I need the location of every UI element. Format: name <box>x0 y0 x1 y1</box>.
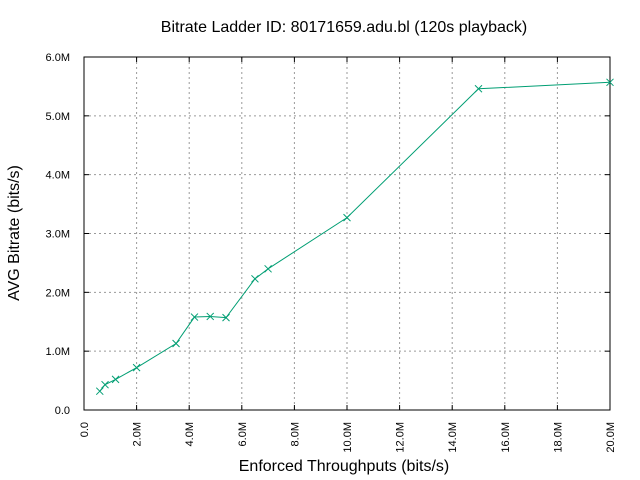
data-point-marker <box>343 213 351 222</box>
data-point-marker <box>222 313 230 322</box>
x-tick-label: 10.0M <box>342 422 354 453</box>
data-point-marker <box>251 274 259 283</box>
y-tick-label: 2.0M <box>46 287 70 299</box>
x-tick-label: 6.0M <box>237 422 249 446</box>
y-tick-label: 4.0M <box>46 170 70 182</box>
data-point-marker <box>190 313 199 321</box>
x-tick-label: 8.0M <box>289 422 301 446</box>
y-tick-label: 1.0M <box>46 346 70 358</box>
x-tick-label: 2.0M <box>132 422 144 446</box>
y-tick-label: 0.0 <box>55 405 70 417</box>
data-point-marker <box>606 78 614 87</box>
data-point-marker <box>172 339 180 348</box>
y-tick-label: 3.0M <box>46 229 70 241</box>
chart-title: Bitrate Ladder ID: 80171659.adu.bl (120s… <box>161 19 527 36</box>
y-axis-title: AVG Bitrate (bits/s) <box>6 165 23 301</box>
series-line <box>99 81 611 392</box>
y-tick-label: 5.0M <box>46 111 70 123</box>
axis-ticks: 0.0 1.0M 2.0M 3.0M 4.0M 5.0M 6.0M 0.0 2.0M 4.0M 6.… <box>46 52 617 453</box>
x-tick-label: 12.0M <box>395 422 407 453</box>
x-tick-label: 14.0M <box>447 422 459 453</box>
x-tick-label: 4.0M <box>184 422 196 446</box>
data-point-marker <box>101 380 109 389</box>
data-point-marker <box>132 363 141 372</box>
x-tick-label: 16.0M <box>500 422 512 453</box>
x-axis-title: Enforced Throughputs (bits/s) <box>239 458 449 475</box>
y-tick-label: 6.0M <box>46 52 70 64</box>
x-tick-label: 20.0M <box>605 422 617 453</box>
data-point-marker <box>474 84 483 93</box>
data-point-marker <box>206 312 215 321</box>
grid-lines <box>84 57 610 410</box>
series-layer <box>95 78 614 396</box>
x-tick-label: 0.0 <box>79 422 91 437</box>
data-point-marker <box>111 375 120 384</box>
data-point-marker <box>264 264 272 273</box>
x-tick-label: 18.0M <box>552 422 564 453</box>
data-point-marker <box>95 387 104 396</box>
